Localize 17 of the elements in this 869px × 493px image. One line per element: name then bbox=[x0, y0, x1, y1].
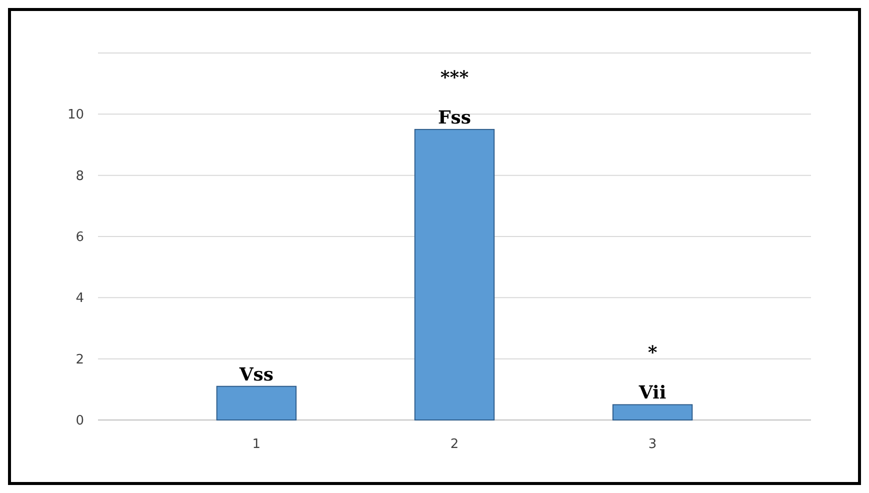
x-tick-label: 1 bbox=[252, 437, 261, 452]
annotation: Vii bbox=[638, 382, 666, 404]
annotation: Fss bbox=[438, 107, 472, 128]
annotation: * bbox=[648, 342, 658, 364]
y-tick-label: 8 bbox=[76, 168, 84, 184]
y-tick-label: 4 bbox=[76, 291, 84, 306]
bar bbox=[216, 386, 297, 420]
y-tick-label: 0 bbox=[76, 414, 84, 429]
annotation: Vss bbox=[238, 364, 274, 386]
y-tick-label: 10 bbox=[67, 108, 84, 123]
y-tick-label: 6 bbox=[76, 230, 84, 246]
x-tick-label: 3 bbox=[648, 437, 657, 452]
x-tick-label: 2 bbox=[450, 437, 459, 452]
bar bbox=[612, 404, 693, 420]
y-tick-label: 2 bbox=[76, 352, 84, 368]
bar bbox=[414, 128, 495, 420]
annotation: *** bbox=[440, 67, 470, 88]
